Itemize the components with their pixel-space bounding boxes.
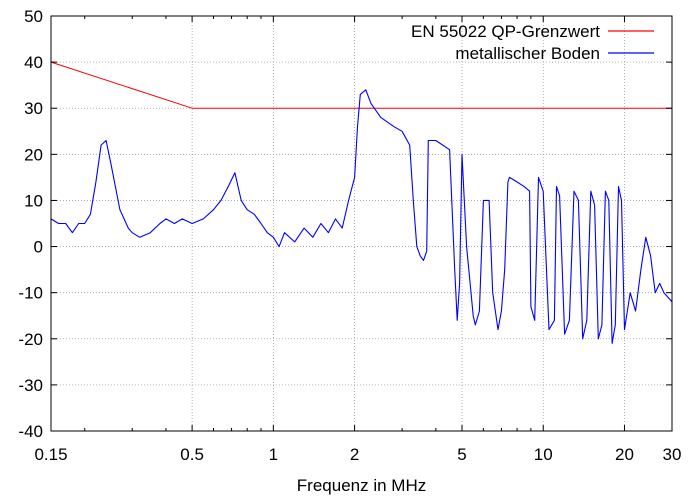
y-tick-label: 30 <box>24 99 43 118</box>
series-line-2 <box>50 89 673 344</box>
plot-frame <box>50 15 673 432</box>
y-tick-label: -10 <box>18 284 43 303</box>
y-tick-label: 20 <box>24 145 43 164</box>
x-tick-label: 5 <box>457 445 466 464</box>
y-tick-label: 10 <box>24 191 43 210</box>
x-axis-title: Frequenz in MHz <box>297 476 426 495</box>
y-tick-label: -30 <box>18 376 43 395</box>
tick-marks <box>50 15 673 432</box>
y-tick-label: 0 <box>34 238 43 257</box>
x-tick-label: 1 <box>269 445 278 464</box>
legend-label: metallischer Boden <box>455 44 600 63</box>
x-tick-labels: 0.15 0.5 1 2 5 10 20 30 <box>34 445 681 464</box>
series-line-1 <box>50 61 672 109</box>
legend-label: EN 55022 QP-Grenzwert <box>411 22 600 41</box>
y-tick-labels: -40 -30 -20 -10 0 10 20 30 40 50 <box>18 7 43 441</box>
legend: EN 55022 QP-Grenzwert metallischer Boden <box>411 22 654 63</box>
y-tick-label: -40 <box>18 422 43 441</box>
y-tick-label: -20 <box>18 330 43 349</box>
series-layer <box>50 61 673 344</box>
x-tick-label: 30 <box>663 445 682 464</box>
x-tick-label: 0.5 <box>180 445 204 464</box>
x-tick-label: 2 <box>350 445 359 464</box>
gridlines <box>51 16 672 431</box>
y-tick-label: 50 <box>24 7 43 26</box>
y-tick-label: 40 <box>24 53 43 72</box>
x-tick-label: 20 <box>615 445 634 464</box>
x-tick-label: 0.15 <box>34 445 67 464</box>
x-tick-label: 10 <box>534 445 553 464</box>
